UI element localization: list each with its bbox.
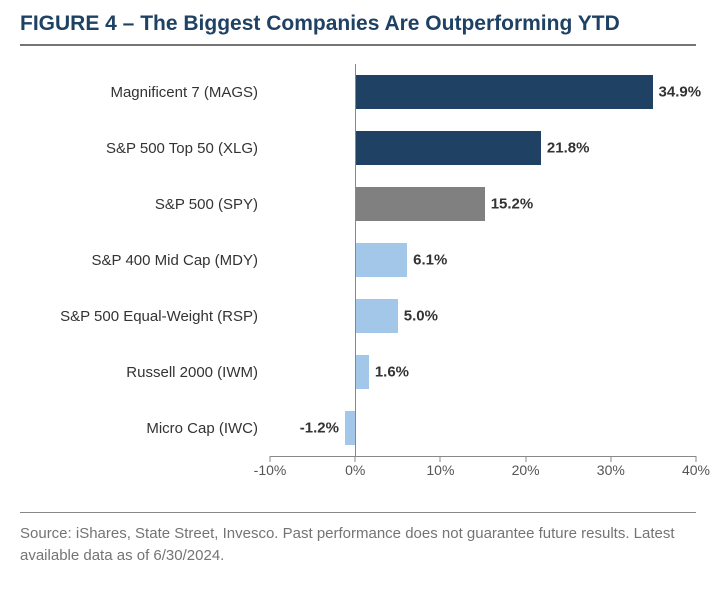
value-label: 34.9% [659,84,702,101]
value-label: 21.8% [547,140,590,157]
bar [355,355,369,389]
bar [345,411,355,445]
row-label: Russell 2000 (IWM) [20,364,270,381]
bar-track: 34.9% [270,64,696,120]
bar [355,187,485,221]
chart-row: Russell 2000 (IWM) 1.6% [20,344,696,400]
bar-track: -1.2% [270,400,696,456]
chart-row: Micro Cap (IWC) -1.2% [20,400,696,456]
bar [355,75,652,109]
zero-axis-line [355,64,356,456]
row-label: S&P 500 (SPY) [20,196,270,213]
x-axis: -10%0%10%20%30%40% [270,456,696,486]
chart-area: Magnificent 7 (MAGS)34.9%S&P 500 Top 50 … [20,64,696,504]
bar-track: 6.1% [270,232,696,288]
x-tick-label: 20% [512,462,540,478]
chart-row: S&P 500 Equal-Weight (RSP) 5.0% [20,288,696,344]
row-label: Magnificent 7 (MAGS) [20,84,270,101]
source-text: Source: iShares, State Street, Invesco. … [20,523,696,567]
bar-track: 15.2% [270,176,696,232]
value-label: 6.1% [413,252,447,269]
bar [355,299,398,333]
value-label: -1.2% [300,420,339,437]
x-tick-label: 40% [682,462,710,478]
row-label: Micro Cap (IWC) [20,420,270,437]
chart-row: S&P 500 (SPY) 15.2% [20,176,696,232]
row-label: S&P 500 Equal-Weight (RSP) [20,308,270,325]
value-label: 1.6% [375,364,409,381]
value-label: 15.2% [491,196,534,213]
x-tick-label: 30% [597,462,625,478]
row-label: S&P 400 Mid Cap (MDY) [20,252,270,269]
value-label: 5.0% [404,308,438,325]
bar-track: 5.0% [270,288,696,344]
x-tick-label: 0% [345,462,365,478]
chart-row: S&P 500 Top 50 (XLG) 21.8% [20,120,696,176]
x-tick-label: -10% [254,462,287,478]
bar [355,131,541,165]
chart-row: Magnificent 7 (MAGS)34.9% [20,64,696,120]
row-label: S&P 500 Top 50 (XLG) [20,140,270,157]
bar-track: 21.8% [270,120,696,176]
x-tick-label: 10% [426,462,454,478]
chart-title: FIGURE 4 – The Biggest Companies Are Out… [20,12,696,46]
bar-track: 1.6% [270,344,696,400]
bar [355,243,407,277]
chart-row: S&P 400 Mid Cap (MDY) 6.1% [20,232,696,288]
